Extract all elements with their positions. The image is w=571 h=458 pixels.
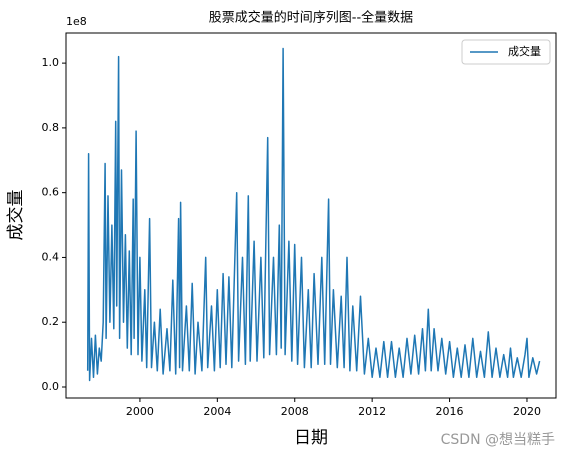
y-axis-label: 成交量 [6, 190, 26, 241]
y-tick-label: 0.2 [42, 315, 60, 328]
x-tick-label: 2016 [436, 405, 464, 418]
y-tick-label: 0.8 [42, 121, 60, 134]
y-tick-label: 0.6 [42, 186, 60, 199]
x-axis-label: 日期 [294, 428, 328, 448]
x-tick-label: 2004 [203, 405, 231, 418]
x-tick-label: 2008 [281, 405, 309, 418]
x-tick-label: 2000 [126, 405, 154, 418]
chart-title: 股票成交量的时间序列图--全量数据 [209, 10, 413, 26]
x-tick-label: 2012 [358, 405, 386, 418]
y-offset-label: 1e8 [66, 15, 87, 28]
y-tick-label: 0.0 [42, 380, 60, 393]
plot-frame [65, 32, 557, 399]
x-tick-label: 2020 [513, 405, 541, 418]
legend-box [461, 39, 551, 65]
y-tick-label: 0.4 [42, 250, 60, 263]
watermark: CSDN @想当糕手 [441, 432, 555, 448]
line-series [86, 47, 541, 382]
legend-label: 成交量 [508, 44, 541, 58]
y-tick-label: 1.0 [42, 56, 60, 69]
